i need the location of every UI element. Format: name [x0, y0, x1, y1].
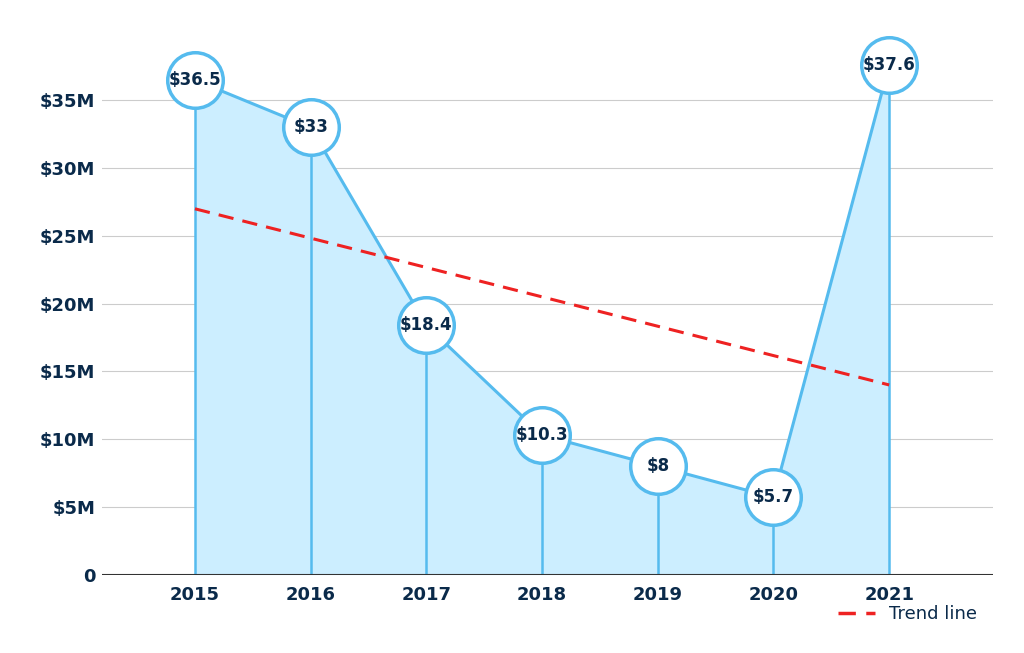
Point — [302, 122, 318, 133]
Point — [186, 75, 203, 86]
Text: $10.3: $10.3 — [516, 426, 568, 444]
Point — [765, 492, 781, 503]
Point — [418, 320, 434, 330]
Text: $33: $33 — [293, 118, 328, 136]
Text: $37.6: $37.6 — [863, 56, 915, 74]
Point — [534, 430, 550, 440]
Legend: Trend line: Trend line — [831, 598, 984, 631]
Text: $8: $8 — [646, 457, 670, 475]
Text: $36.5: $36.5 — [169, 71, 221, 89]
Point — [649, 461, 666, 471]
Text: $18.4: $18.4 — [400, 316, 453, 334]
Point — [881, 60, 897, 71]
Text: $5.7: $5.7 — [753, 488, 794, 507]
